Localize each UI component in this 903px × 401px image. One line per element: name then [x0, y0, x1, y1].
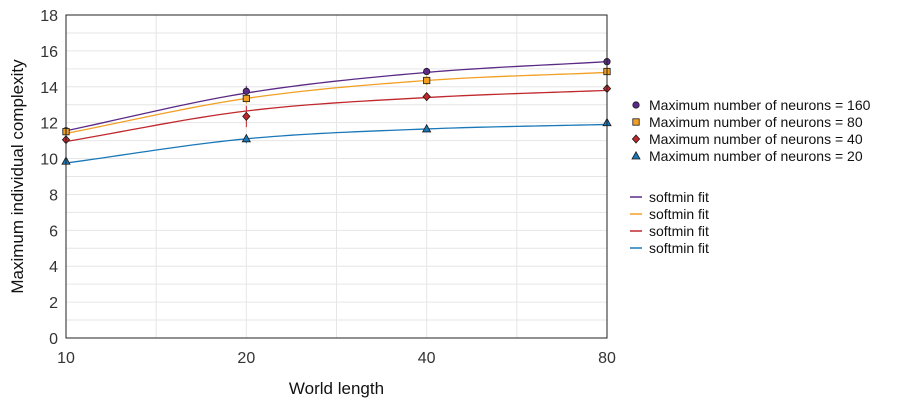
data-point-square	[423, 76, 431, 85]
legend-label: Maximum number of neurons = 160	[649, 97, 871, 113]
data-point-triangle	[241, 133, 252, 143]
y-axis-title: Maximum individual complexity	[8, 59, 27, 294]
legend-label: Maximum number of neurons = 40	[649, 131, 863, 147]
legend-fit-label: softmin fit	[649, 189, 709, 205]
fit-curve	[65, 89, 608, 143]
data-point-diamond	[422, 92, 431, 102]
legend-marker	[631, 150, 641, 160]
y-tick-label: 10	[40, 152, 58, 169]
legend-label: Maximum number of neurons = 20	[649, 148, 863, 164]
fit-curve	[65, 61, 608, 132]
x-tick-label: 80	[598, 350, 616, 367]
tick-labels: 0 2 4 6 8 10 12 14 16 18 10 20 40 80	[40, 8, 616, 367]
x-tick-label: 20	[237, 350, 255, 367]
legend-fit-label: softmin fit	[649, 240, 709, 256]
grid-lines	[65, 14, 608, 339]
y-tick-label: 6	[49, 223, 58, 240]
y-tick-label: 2	[49, 295, 58, 312]
x-tick-label: 10	[57, 350, 75, 367]
fit-curve	[65, 123, 608, 164]
data-point-circle	[242, 87, 250, 95]
data-point-diamond	[242, 111, 251, 121]
data-point-triangle	[421, 123, 432, 133]
y-tick-label: 12	[40, 116, 58, 133]
legend-fit-label: softmin fit	[649, 206, 709, 222]
fit-curve	[65, 71, 608, 135]
data-point-circle	[423, 67, 431, 76]
y-tick-label: 8	[49, 187, 58, 204]
y-tick-label: 18	[40, 8, 58, 25]
y-tick-label: 4	[49, 259, 58, 276]
y-tick-label: 0	[49, 331, 58, 348]
y-tick-label: 14	[40, 80, 58, 97]
y-tick-label: 16	[40, 44, 58, 61]
legend-label: Maximum number of neurons = 80	[649, 114, 863, 130]
data-point-square	[242, 94, 250, 103]
legend-fit-label: softmin fit	[649, 223, 709, 239]
plot-frame	[65, 14, 608, 339]
x-tick-label: 40	[418, 350, 436, 367]
legend-marker	[631, 134, 641, 144]
legend-marker	[632, 101, 640, 109]
x-axis-title: World length	[289, 379, 384, 398]
fit-curves	[65, 61, 608, 164]
legend-marker	[632, 118, 640, 126]
